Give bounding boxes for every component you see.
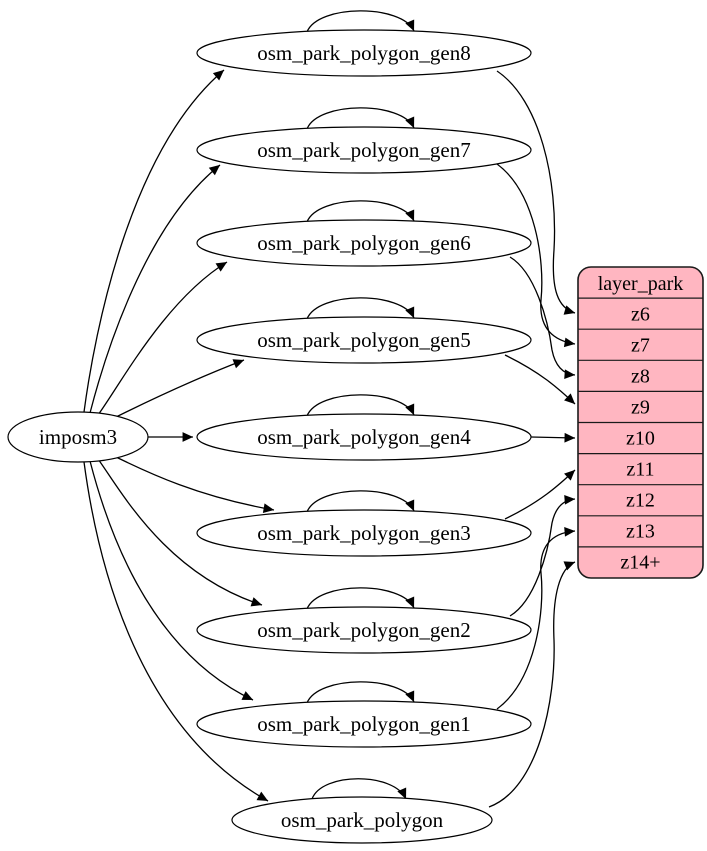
- gen1-label: osm_park_polygon_gen1: [257, 712, 470, 736]
- self-loop-gen7: [306, 107, 415, 130]
- self-loops: [306, 10, 415, 800]
- edge-imposm3-to-gen1: [89, 460, 254, 701]
- node-osm-park-polygon-gen7: osm_park_polygon_gen7: [196, 126, 532, 174]
- self-loop-gen1: [306, 681, 415, 704]
- gen4-label: osm_park_polygon_gen4: [257, 425, 471, 449]
- self-loop-gen4: [306, 394, 415, 417]
- node-imposm3: imposm3: [7, 411, 149, 463]
- gen6-ellipse: [196, 219, 532, 267]
- node-osm-park-polygon-gen3: osm_park_polygon_gen3: [196, 509, 532, 557]
- edges-tables-to-layer: [488, 70, 576, 808]
- node-osm-park-polygon-gen1: osm_park_polygon_gen1: [196, 700, 532, 748]
- gen8-ellipse: [196, 29, 532, 77]
- gen8-label: osm_park_polygon_gen8: [257, 41, 470, 65]
- layer-row-z10: z10: [626, 428, 655, 450]
- node-osm-park-polygon-gen6: osm_park_polygon_gen6: [196, 219, 532, 267]
- edge-imposm3-to-gen7: [89, 164, 221, 414]
- gen5-label: osm_park_polygon_gen5: [257, 328, 470, 352]
- imposm3-label: imposm3: [39, 425, 117, 449]
- layer-row-z7: z7: [631, 335, 650, 357]
- gen2-ellipse: [196, 606, 532, 654]
- layer-row-z8: z8: [631, 366, 650, 388]
- layer-row-z11: z11: [626, 459, 654, 481]
- edge-gen7-to-z7: [496, 163, 576, 348]
- node-layer-park: layer_park z6 z7 z8 z9 z10 z11 z12 z13 z…: [577, 266, 704, 579]
- self-loop-polygon: [311, 778, 407, 800]
- edges-imposm3-to-tables: [83, 69, 275, 802]
- gen3-label: osm_park_polygon_gen3: [257, 521, 470, 545]
- edge-imposm3-to-polygon: [83, 461, 269, 802]
- edge-gen5-to-z9: [504, 354, 576, 405]
- edge-gen1-to-z13: [496, 527, 576, 710]
- gen6-label: osm_park_polygon_gen6: [257, 231, 470, 255]
- node-osm-park-polygon-gen4: osm_park_polygon_gen4: [196, 413, 532, 461]
- node-osm-park-polygon-gen5: osm_park_polygon_gen5: [196, 316, 532, 364]
- edge-gen4-to-z10: [530, 432, 576, 443]
- self-loop-gen2: [306, 587, 415, 610]
- edge-imposm3-to-gen6: [97, 261, 228, 416]
- edge-imposm3-to-gen5: [109, 359, 245, 421]
- self-loop-gen8: [306, 10, 415, 33]
- edge-imposm3-to-gen2: [97, 458, 263, 607]
- edge-imposm3-to-gen8: [83, 69, 225, 413]
- gen3-ellipse: [196, 509, 532, 557]
- edge-polygon-to-z14: [488, 561, 576, 808]
- gen7-ellipse: [196, 126, 532, 174]
- layer-park-header: layer_park: [598, 273, 684, 295]
- imposm3-ellipse: [7, 411, 149, 463]
- gen1-ellipse: [196, 700, 532, 748]
- polygon-ellipse: [231, 796, 493, 844]
- polygon-label: osm_park_polygon: [281, 808, 444, 832]
- gen4-ellipse: [196, 413, 532, 461]
- layer-row-z6: z6: [631, 304, 650, 326]
- self-loop-gen3: [306, 490, 415, 513]
- gen5-ellipse: [196, 316, 532, 364]
- edge-gen2-to-z12: [509, 494, 576, 617]
- node-osm-park-polygon-gen8: osm_park_polygon_gen8: [196, 29, 532, 77]
- edge-gen3-to-z11: [504, 469, 576, 520]
- node-osm-park-polygon-gen2: osm_park_polygon_gen2: [196, 606, 532, 654]
- layer-row-z12: z12: [626, 490, 655, 512]
- edge-gen6-to-z8: [509, 256, 576, 380]
- self-loop-gen6: [306, 200, 415, 223]
- layer-row-z9: z9: [631, 397, 650, 419]
- layer-row-z13: z13: [626, 521, 655, 543]
- edge-gen8-to-z6: [496, 70, 576, 315]
- node-osm-park-polygon: osm_park_polygon: [231, 796, 493, 844]
- edge-imposm3-to-gen3: [109, 453, 275, 513]
- gen2-label: osm_park_polygon_gen2: [257, 618, 470, 642]
- layer-row-z14: z14+: [620, 552, 660, 574]
- gen7-label: osm_park_polygon_gen7: [257, 138, 470, 162]
- self-loop-gen5: [306, 297, 415, 320]
